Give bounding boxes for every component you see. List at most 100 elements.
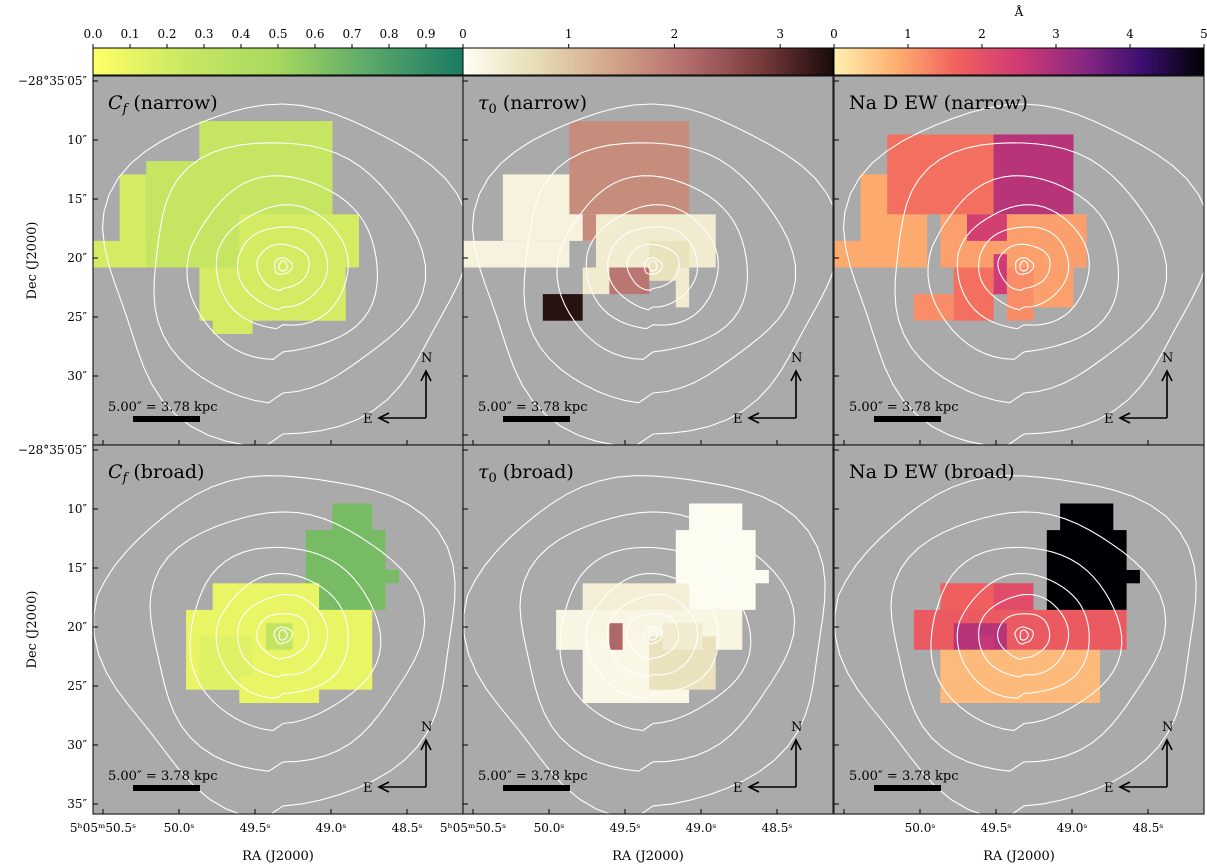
- compass-east-head: [377, 781, 390, 793]
- colorbar-tick-label: 0.8: [379, 27, 398, 41]
- contour-line: [186, 175, 379, 360]
- panel-title-subscript: f: [122, 102, 130, 117]
- panel-frame: [462, 444, 834, 815]
- contour-line: [648, 629, 658, 641]
- compass-east-head: [1118, 412, 1131, 424]
- contour-line: [1019, 629, 1029, 641]
- contour-line: [523, 142, 797, 404]
- compass-east-label: E: [1104, 781, 1114, 796]
- panel-title-text: (broad): [497, 461, 574, 483]
- y-tick-label: 10″: [67, 502, 87, 516]
- map-pixel: [542, 294, 583, 321]
- contour-line: [556, 175, 749, 360]
- compass-east-head: [747, 781, 760, 793]
- compass-east-label: E: [1104, 412, 1114, 427]
- scalebar-label: 5.00″ = 3.78 kpc: [849, 400, 959, 415]
- contour-line: [1014, 626, 1034, 645]
- y-tick-label: 25″: [67, 310, 87, 324]
- x-tick-label: 49.0ˢ: [686, 821, 717, 835]
- contour-line: [519, 511, 796, 772]
- map-pixel: [913, 294, 954, 321]
- scalebar-bar: [503, 416, 570, 422]
- contour-line: [215, 572, 349, 699]
- colorbar-tick-label: 0.4: [231, 27, 250, 41]
- contour-line: [894, 142, 1168, 404]
- y-tick-label: 30″: [67, 369, 87, 383]
- x-tick-label: 50.0ˢ: [905, 821, 936, 835]
- panel-title-symbol: C: [108, 92, 123, 114]
- contour-line: [559, 546, 752, 732]
- map-pixel: [569, 121, 690, 215]
- panel-title-symbol: τ: [478, 461, 489, 483]
- contour-line: [842, 103, 1204, 445]
- x-tick-label: 50.0ˢ: [164, 821, 195, 835]
- compass-east-head: [377, 412, 390, 424]
- panel-title-subscript: 0: [489, 471, 497, 486]
- map-pixel: [834, 240, 888, 268]
- contour-line: [256, 613, 310, 660]
- contour-line: [626, 243, 680, 291]
- panel-1: τ0 (narrow) 5.00″ = 3.78 kpc N E: [462, 75, 834, 446]
- colorbar-0: [92, 47, 464, 76]
- map-pixel: [940, 214, 1087, 268]
- scalebar-bar: [133, 785, 200, 791]
- y-tick-label: 25″: [67, 679, 87, 693]
- compass-north-label: N: [421, 351, 432, 366]
- map-pixel: [1113, 570, 1140, 584]
- x-tick-label: 48.5ˢ: [762, 821, 793, 835]
- scalebar-bar: [874, 416, 941, 422]
- compass-north-label: N: [421, 720, 432, 735]
- x-axis-title: RA (J2000): [242, 849, 314, 864]
- panel-3: Cf (broad) 5.00″ = 3.78 kpc N E: [92, 444, 464, 815]
- compass-north-head: [420, 738, 432, 751]
- compass-east-label: E: [363, 781, 373, 796]
- compass-east-label: E: [733, 781, 743, 796]
- map-pixel: [1060, 134, 1074, 162]
- contour-line: [978, 593, 1070, 678]
- x-tick-label: 48.5ˢ: [1133, 821, 1164, 835]
- panel-5: Na D EW (broad) 5.00″ = 3.78 kpc N E: [833, 444, 1205, 815]
- contour-line: [189, 546, 382, 732]
- contour-line: [256, 243, 310, 291]
- contour-line: [278, 629, 288, 641]
- colorbar-tick-label: 0.7: [342, 27, 361, 41]
- colorbar-1: [462, 47, 834, 76]
- contour-line: [607, 226, 699, 311]
- panel-title-symbol: C: [108, 461, 123, 483]
- contour-line: [607, 593, 699, 678]
- contour-line: [930, 546, 1123, 732]
- colorbar-tick-label: 0.2: [157, 27, 176, 41]
- panel-frame: [833, 444, 1205, 815]
- colorbar-tick-label: 2: [671, 27, 679, 41]
- y-tick-label: 10″: [67, 133, 87, 147]
- scalebar-label: 5.00″ = 3.78 kpc: [108, 400, 218, 415]
- panel-title: Na D EW (narrow): [849, 92, 1028, 114]
- compass-east-head: [1118, 781, 1131, 793]
- contour-line: [956, 204, 1090, 330]
- panel-title: Cf (broad): [108, 461, 204, 486]
- scalebar-bar: [874, 785, 941, 791]
- panel-title-text: Na D EW (narrow): [849, 92, 1028, 114]
- y-tick-label: −28°35′05″: [18, 443, 88, 457]
- map-pixel: [742, 570, 769, 584]
- colorbar-tick-label: 1: [904, 27, 912, 41]
- y-tick-label: 30″: [67, 738, 87, 752]
- y-tick-label: 35″: [67, 797, 87, 811]
- y-axis-title: Dec (J2000): [25, 591, 40, 669]
- contour-line: [643, 626, 663, 645]
- colorbar-tick-label: 2: [978, 27, 986, 41]
- compass-east-head: [747, 412, 760, 424]
- scalebar-bar: [133, 416, 200, 422]
- panel-4: τ0 (broad) 5.00″ = 3.78 kpc N E: [462, 444, 834, 815]
- contour-line: [471, 103, 833, 445]
- y-tick-label: 20″: [67, 620, 87, 634]
- contour-line: [644, 257, 664, 275]
- map-pixel: [463, 240, 570, 268]
- contour-line: [997, 243, 1051, 291]
- y-tick-label: 15″: [67, 192, 87, 206]
- map-pixel: [199, 121, 333, 215]
- compass-north-label: N: [791, 351, 802, 366]
- panel-title: τ0 (broad): [478, 461, 574, 486]
- scalebar-label: 5.00″ = 3.78 kpc: [478, 769, 588, 784]
